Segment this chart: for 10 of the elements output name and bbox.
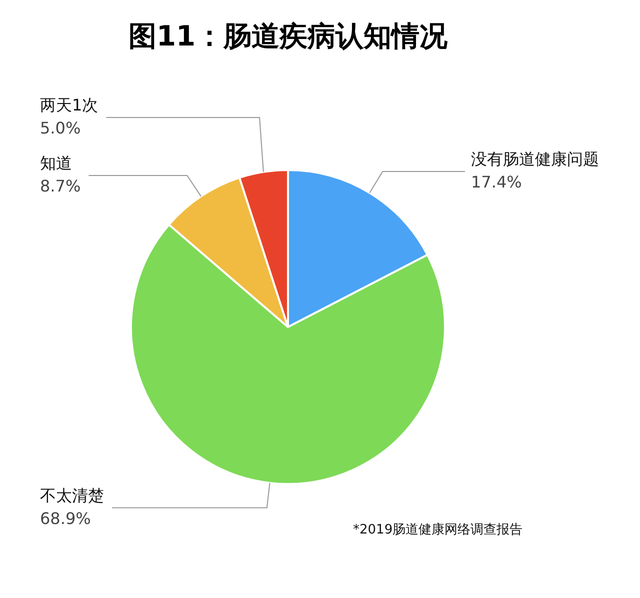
data-label: 8.7% (40, 176, 81, 196)
data-label: 5.0% (40, 118, 81, 138)
slice-label: 知道 (40, 154, 72, 173)
slice-label: 两天1次 (40, 96, 98, 115)
slice-label: 不太清楚 (40, 486, 104, 505)
chart-title: 图11：肠道疾病认知情况 (128, 19, 448, 52)
slice-label: 没有肠道健康问题 (471, 150, 599, 169)
text: *2019肠道健康网络调查报告 (353, 522, 523, 538)
data-label: 68.9% (40, 508, 91, 528)
data-label: 17.4% (471, 172, 522, 192)
